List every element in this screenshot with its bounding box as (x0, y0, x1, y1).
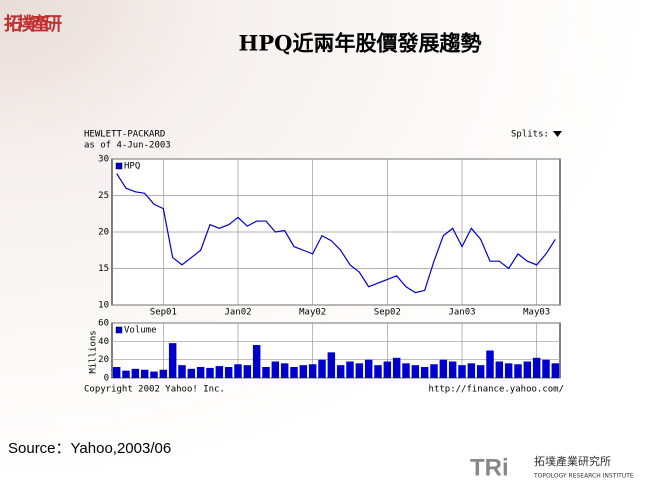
source-url: http://finance.yahoo.com/ (429, 385, 564, 395)
volume-bar (336, 365, 345, 378)
x-tick-label: May03 (523, 308, 550, 318)
y-tick-label: 10 (98, 301, 109, 311)
volume-bar (364, 359, 373, 378)
volume-bar (476, 365, 485, 378)
volume-bar (196, 367, 205, 378)
institute-en: TOPOLOGY RESEARCH INSTITUTE (533, 473, 634, 480)
source-note: Source：Yahoo,2003/06 (8, 440, 171, 457)
volume-bar (551, 363, 560, 378)
volume-bar (131, 368, 140, 378)
volume-bar (122, 370, 130, 378)
volume-bar (112, 367, 121, 378)
volume-bar (206, 367, 214, 378)
volume-bar (327, 352, 336, 378)
legend-swatch (115, 162, 123, 170)
volume-bar (290, 367, 298, 378)
volume-bar (243, 365, 252, 378)
volume-bar (448, 361, 457, 378)
volume-bar (271, 361, 280, 378)
y-tick-label: 0 (104, 374, 109, 384)
y-axis-label: Millions (89, 330, 99, 373)
volume-bar (392, 357, 401, 378)
volume-bar (224, 367, 233, 378)
volume-bar (532, 357, 541, 378)
volume-bar (234, 364, 242, 378)
volume-bar (439, 359, 448, 378)
corner-logo: 拓墣產研 (4, 13, 62, 35)
volume-bar (308, 364, 317, 378)
volume-bar (383, 361, 392, 378)
volume-bar (187, 368, 196, 378)
chart-title: HEWLETT-PACKARD (84, 130, 165, 140)
volume-bar (458, 365, 466, 378)
legend-label: HPQ (124, 162, 140, 172)
volume-bar (514, 364, 522, 378)
legend-label: Volume (124, 326, 157, 336)
volume-bar (420, 367, 429, 378)
x-tick-label: Sep02 (374, 308, 401, 318)
y-tick-label: 30 (98, 155, 109, 165)
x-tick-label: Sep01 (150, 308, 177, 318)
volume-bar (467, 363, 476, 378)
volume-bar (168, 343, 177, 378)
volume-bar (178, 365, 186, 378)
y-tick-label: 40 (98, 337, 109, 347)
volume-bar (346, 361, 354, 378)
volume-bar (495, 361, 504, 378)
splits-label: Splits: (511, 130, 549, 140)
brand-logo: TRi (470, 454, 509, 481)
volume-bar (402, 363, 410, 378)
price-line (116, 173, 556, 294)
slide-title: HPQ近兩年股價發展趨勢 (239, 31, 482, 56)
volume-bar (280, 363, 289, 378)
x-tick-label: May02 (299, 308, 326, 318)
volume-bar (486, 350, 494, 378)
y-tick-label: 20 (98, 228, 109, 238)
x-tick-label: Jan02 (224, 308, 251, 318)
institute-cn: 拓墣產業研究所 (534, 454, 611, 468)
volume-bar (318, 359, 326, 378)
volume-bar (159, 369, 168, 378)
volume-bar (374, 365, 382, 378)
chart-subtitle: as of 4-Jun-2003 (84, 141, 171, 151)
volume-bar (140, 369, 149, 378)
volume-bar (215, 366, 224, 378)
x-tick-label: Jan03 (448, 308, 475, 318)
volume-bar (252, 345, 261, 378)
volume-bar (150, 371, 158, 378)
volume-bar (523, 361, 532, 378)
volume-bar (262, 367, 270, 378)
y-tick-label: 15 (98, 264, 109, 274)
splits-icon (553, 131, 562, 137)
volume-bar (542, 359, 550, 378)
volume-bar (355, 363, 364, 378)
y-tick-label: 60 (98, 319, 109, 329)
y-tick-label: 20 (98, 355, 109, 365)
volume-bar (411, 365, 420, 378)
y-tick-label: 25 (98, 191, 109, 201)
volume-bar (299, 365, 308, 378)
volume-bar (504, 363, 513, 378)
volume-bar (430, 364, 438, 378)
copyright: Copyright 2002 Yahoo! Inc. (84, 385, 225, 395)
legend-swatch (115, 326, 123, 334)
